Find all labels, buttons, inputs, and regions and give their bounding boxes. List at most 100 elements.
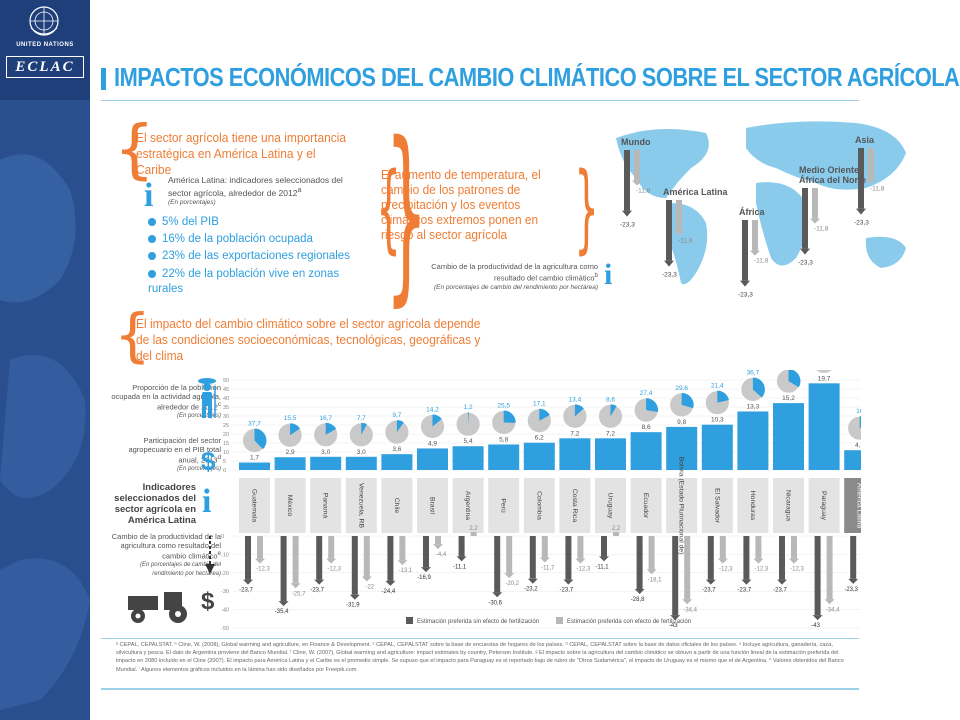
org-name: United Nations — [16, 42, 74, 48]
country-name: Honduras — [749, 491, 756, 521]
world-map: Mundo -23,3 -11,8 América Latina -23,3 -11,8 Á… — [616, 121, 906, 299]
gdp-value-label: 7,2 — [606, 430, 615, 437]
prod-label-dark: -23,7 — [310, 588, 324, 594]
gdp-bars — [239, 383, 861, 470]
chart-legend: Estimación preferida sin efecto de ferti… — [406, 617, 691, 625]
prod-arrow-dark — [243, 579, 253, 585]
prod-label-light: -12,3 — [577, 567, 591, 573]
prod-bar-dark — [636, 536, 643, 589]
prod-label-dark: -11,1 — [453, 564, 467, 570]
map-arrow-dark — [622, 210, 632, 217]
map-bar-dark — [666, 200, 672, 261]
map-bar-light — [752, 220, 758, 251]
top-axis-tick: 25 — [223, 423, 229, 429]
country-name: Panamá — [322, 493, 329, 519]
map-bar-light — [868, 148, 874, 179]
employment-pie-slice — [361, 422, 367, 435]
prod-bar-dark — [458, 536, 465, 557]
prod-arrow-light — [290, 583, 301, 589]
country-name: Paraguay — [820, 491, 827, 521]
country-cell — [666, 478, 698, 533]
map-arrow-dark — [664, 260, 674, 267]
employment-value-label: 36,7 — [747, 370, 760, 376]
prod-label-light: -34,4 — [683, 607, 697, 613]
prod-label-dark: -11,1 — [595, 564, 609, 570]
employment-pie-slice — [788, 370, 801, 388]
section3-heading: El impacto del cambio climático sobre el… — [136, 316, 481, 363]
section1-intro-text: América Latina: indicadores seleccionado… — [168, 175, 343, 198]
employment-value-label: 8,6 — [606, 396, 615, 403]
map-value-dark: -23,3 — [854, 220, 869, 227]
prod-arrow-dark — [456, 556, 467, 562]
gdp-bar — [630, 432, 662, 470]
gdp-bar — [274, 457, 306, 470]
prod-label-dark: -24,4 — [382, 589, 396, 595]
prod-label-dark: -16,9 — [417, 575, 431, 581]
top-axis-tick: 10 — [223, 450, 229, 456]
prod-bar-dark — [245, 536, 251, 580]
employment-value-label: 9,7 — [392, 412, 401, 419]
prod-label-light: -12,3 — [755, 567, 769, 573]
map-bar-dark — [742, 220, 748, 281]
country-name: El Salvador — [713, 488, 720, 523]
prod-label-sup: e — [217, 550, 221, 557]
prod-label-dark: -23,7 — [560, 588, 574, 594]
employment-pie-slice — [717, 390, 729, 403]
bullet-2: 16% de la población ocupada — [148, 233, 313, 245]
employment-pie-slice — [574, 404, 584, 417]
employment-pie-slice — [646, 398, 659, 412]
map-bar-dark — [624, 150, 630, 211]
map-arrow-light — [866, 178, 876, 184]
brace-left-icon: { — [114, 113, 155, 187]
down-arrow-icon — [205, 536, 215, 574]
prod-arrow-light — [789, 558, 799, 564]
prod-bar-dark — [779, 536, 785, 580]
prod-bar-dark — [423, 536, 429, 568]
gdp-value-label: 4,5 — [855, 442, 861, 449]
gdp-label-note: (En porcentajes) — [176, 466, 221, 472]
gdp-bar — [381, 454, 413, 470]
gdp-value-label: 13,3 — [747, 403, 760, 410]
map-bar-light — [676, 200, 682, 231]
prod-arrow-light — [397, 560, 408, 566]
prod-label: Cambio de la productividad de la agricul… — [111, 532, 221, 578]
top-axis-tick: 40 — [223, 396, 229, 402]
prod-arrow-dark — [278, 601, 289, 607]
gdp-value-label: 7,2 — [570, 430, 579, 437]
bullet-4: 22% de la población vive en zonas rurale… — [148, 268, 340, 295]
footnote: ᵃ CEPAL, CEPALSTAT. ᵇ Cline, W. (2008), … — [116, 642, 844, 673]
prod-label-dark: -35,4 — [275, 609, 289, 615]
country-name: Chile — [393, 498, 400, 514]
map-caption: Cambio de la productividad de la agricul… — [413, 262, 598, 292]
gdp-bar — [595, 438, 626, 470]
legend-swatch-light — [556, 617, 563, 624]
prod-bar-dark — [351, 536, 358, 595]
country-cell — [701, 478, 733, 533]
prod-bar-light — [613, 531, 619, 536]
country-cell — [773, 478, 804, 533]
top-axis-tick: 0 — [223, 468, 226, 474]
employment-value-label: 21,4 — [711, 383, 724, 390]
employment-value-label: 16 — [856, 408, 861, 415]
gdp-value-label: 4,9 — [428, 440, 437, 447]
occupied-label: Proporción de la población ocupada en la… — [111, 383, 221, 421]
map-bar-dark — [802, 188, 808, 249]
prod-bar-dark — [280, 536, 287, 602]
prod-arrow-light — [860, 557, 861, 559]
country-cell — [345, 478, 377, 533]
map-arrow-light — [674, 230, 684, 236]
prod-label-light: -11,7 — [541, 566, 555, 572]
prod-arrow-dark — [599, 556, 609, 562]
prod-label-dark: -23,7 — [239, 588, 253, 594]
top-axis-tick: 45 — [223, 387, 229, 393]
prod-bar-dark — [707, 536, 714, 580]
employment-pie-slice — [539, 408, 550, 421]
gdp-value-label: 3,0 — [357, 449, 366, 456]
brace-right-2-icon: } — [574, 152, 599, 264]
prod-bar-light — [399, 536, 406, 561]
section1-heading: El sector agrícola tiene una importancia… — [136, 130, 347, 177]
employment-pie-slice — [468, 412, 470, 425]
prod-arrow-light — [717, 558, 728, 564]
employment-value-label: 27,4 — [640, 390, 653, 397]
country-name: América Latina — [856, 483, 861, 529]
